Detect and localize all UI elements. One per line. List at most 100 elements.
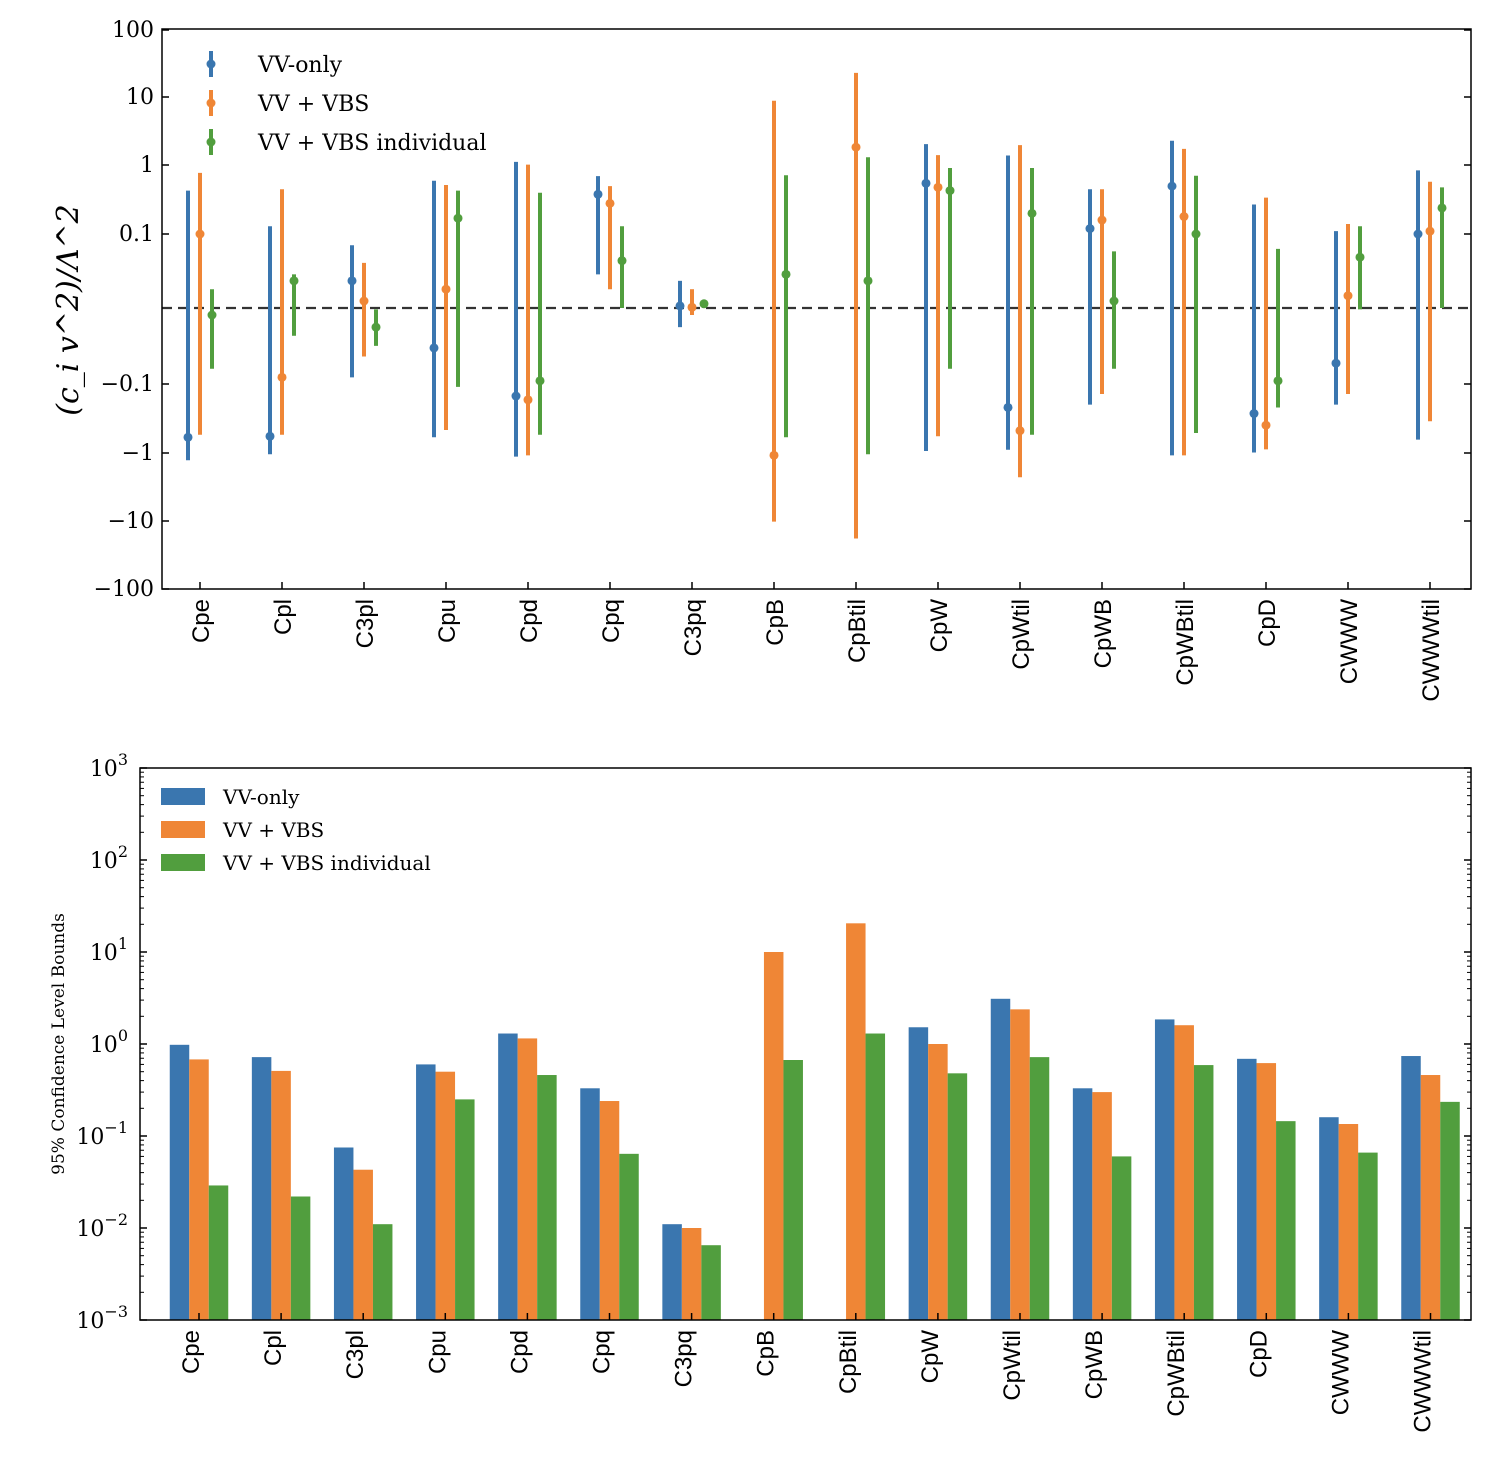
- error-bar-point: [1109, 296, 1119, 306]
- y-tick-exponent: −2: [104, 1210, 128, 1229]
- x-tick-label: CpWB: [1081, 1330, 1108, 1399]
- bar: [435, 1071, 456, 1320]
- x-tick-label: Cpq: [598, 599, 625, 643]
- error-bar-point: [675, 301, 685, 311]
- error-bar-point: [371, 322, 381, 332]
- x-tick-label: CWWW: [1327, 1330, 1354, 1416]
- bar: [1256, 1063, 1277, 1320]
- y-tick-label: 102: [90, 842, 128, 874]
- error-bar-point: [1015, 426, 1025, 436]
- bar: [1319, 1117, 1339, 1320]
- x-tick-label: C3pl: [352, 599, 379, 648]
- legend-label: VV + VBS individual: [257, 131, 487, 156]
- bar: [498, 1033, 518, 1320]
- error-bar-point: [1085, 224, 1095, 234]
- bar: [290, 1196, 311, 1320]
- error-bar-point: [699, 299, 709, 309]
- bottom-y-axis-label: 95% Confidence Level Bounds: [49, 913, 69, 1175]
- error-bar-point: [1191, 229, 1201, 239]
- legend-swatch: [161, 854, 205, 871]
- y-tick-base: 10: [90, 849, 118, 874]
- error-bar-point: [1425, 226, 1435, 236]
- bar: [599, 1101, 620, 1320]
- bar-panel: 95% Confidence Level Bounds 10−310−210−1…: [49, 750, 1472, 1433]
- bar: [1420, 1075, 1441, 1320]
- error-bar-point: [863, 276, 873, 286]
- legend-marker-point: [206, 137, 216, 147]
- bar: [251, 1057, 272, 1320]
- x-tick-label: Cpd: [506, 1330, 533, 1374]
- y-tick-exponent: 1: [118, 934, 128, 953]
- x-tick-label: CpBtil: [835, 1330, 862, 1394]
- y-tick-exponent: −3: [104, 1302, 128, 1321]
- y-tick-base: 10: [76, 1217, 104, 1242]
- bar: [580, 1088, 600, 1320]
- x-tick-label: CpW: [917, 1330, 944, 1384]
- error-bar-point: [593, 189, 603, 199]
- y-tick-exponent: −1: [104, 1118, 128, 1137]
- bar: [1401, 1056, 1421, 1320]
- error-bar-point: [1437, 203, 1447, 213]
- error-bar-point: [535, 376, 545, 386]
- bar: [1237, 1058, 1257, 1320]
- y-tick-label: −10: [108, 509, 154, 534]
- bar: [662, 1224, 682, 1320]
- bar: [846, 923, 866, 1320]
- x-tick-label: CpWBtil: [1172, 599, 1199, 686]
- legend-swatch: [161, 788, 205, 805]
- x-tick-label: CpWBtil: [1163, 1330, 1190, 1417]
- y-tick-label: 101: [90, 934, 128, 966]
- x-tick-label: CpB: [762, 599, 789, 646]
- errorbar-panel: (c_i v^2)/Λ^2 100 10 1 0.1 −0.1 −1 −10 −100 Cpe…: [51, 18, 1472, 702]
- error-bar-point: [1179, 212, 1189, 222]
- bar: [908, 1027, 929, 1320]
- bottom-x-ticks: Cpe Cpl C3pl Cpu Cpd Cpq C3pq CpB CpBtil CpW CpWti…: [178, 1313, 1437, 1433]
- error-bar-point: [1167, 181, 1177, 191]
- x-tick-label: Cpd: [516, 599, 543, 643]
- legend-swatch: [161, 821, 205, 838]
- error-bar-point: [1249, 409, 1259, 419]
- x-tick-label: Cpe: [178, 1330, 205, 1374]
- bar: [783, 1060, 803, 1320]
- error-bar-point: [277, 372, 287, 382]
- error-bar-point: [183, 432, 193, 442]
- y-tick-label: 103: [90, 750, 128, 782]
- bar: [189, 1059, 209, 1320]
- top-plot-frame: [161, 28, 1472, 590]
- legend-label: VV + VBS individual: [222, 851, 431, 875]
- error-bar-point: [781, 269, 791, 279]
- x-tick-label: CWWWtil: [1418, 599, 1445, 702]
- bar: [1193, 1065, 1214, 1320]
- y-tick-base: 10: [90, 941, 118, 966]
- error-bar-point: [1331, 358, 1341, 368]
- bar: [947, 1073, 968, 1320]
- x-tick-label: CpD: [1245, 1330, 1272, 1378]
- y-tick-label: 1: [140, 153, 154, 178]
- legend-label: VV-only: [257, 53, 343, 78]
- error-bar-point: [851, 142, 861, 152]
- error-bar-point: [921, 178, 931, 188]
- y-tick-base: 10: [76, 1125, 104, 1150]
- error-bar-point: [769, 450, 779, 460]
- error-bar-point: [207, 310, 217, 320]
- x-tick-label: CpWB: [1090, 599, 1117, 668]
- error-bar-point: [945, 186, 955, 196]
- bar: [1440, 1101, 1460, 1320]
- error-bar-point: [265, 431, 275, 441]
- x-tick-label: Cpu: [424, 1330, 451, 1374]
- bar: [1358, 1152, 1378, 1320]
- error-bar-point: [687, 302, 697, 312]
- error-bar-point: [511, 391, 521, 401]
- bar: [208, 1185, 229, 1320]
- y-tick-label: 100: [112, 18, 154, 43]
- y-tick-label: −0.1: [101, 372, 154, 397]
- bar: [1154, 1019, 1175, 1320]
- bar: [1276, 1121, 1296, 1320]
- bottom-legend: VV-only VV + VBS VV + VBS individual: [161, 785, 431, 875]
- x-tick-label: CpW: [926, 599, 953, 653]
- bottom-bars: [169, 923, 1460, 1320]
- bar: [763, 952, 784, 1320]
- bar: [1174, 1025, 1194, 1320]
- y-tick-exponent: 0: [118, 1026, 128, 1045]
